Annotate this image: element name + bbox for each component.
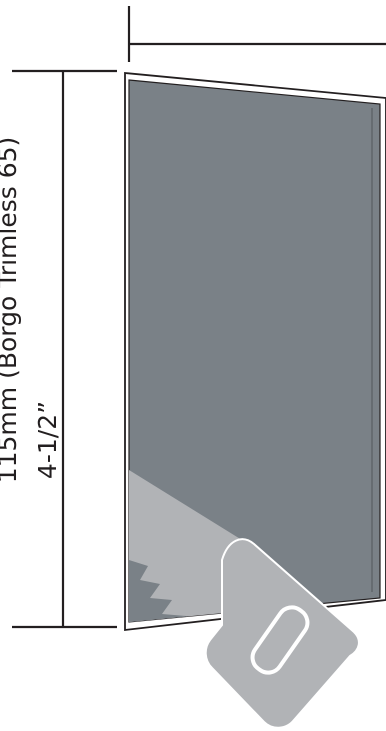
hand-saw-icon bbox=[204, 538, 360, 729]
saw-blade-region bbox=[129, 470, 300, 622]
dimension-label-imperial: 4-1/2” bbox=[33, 401, 62, 479]
saw-blade bbox=[129, 470, 300, 622]
dimension-label-metric: 115mm (Borgo Trimless 65) bbox=[0, 137, 22, 484]
saw-handle-grip bbox=[250, 605, 310, 675]
saw-teeth bbox=[129, 560, 186, 622]
height-dimension: 115mm (Borgo Trimless 65) 4-1/2” bbox=[0, 69, 117, 629]
wall-panel bbox=[128, 79, 381, 623]
saw-handle bbox=[204, 538, 360, 729]
top-dimension bbox=[127, 6, 386, 62]
